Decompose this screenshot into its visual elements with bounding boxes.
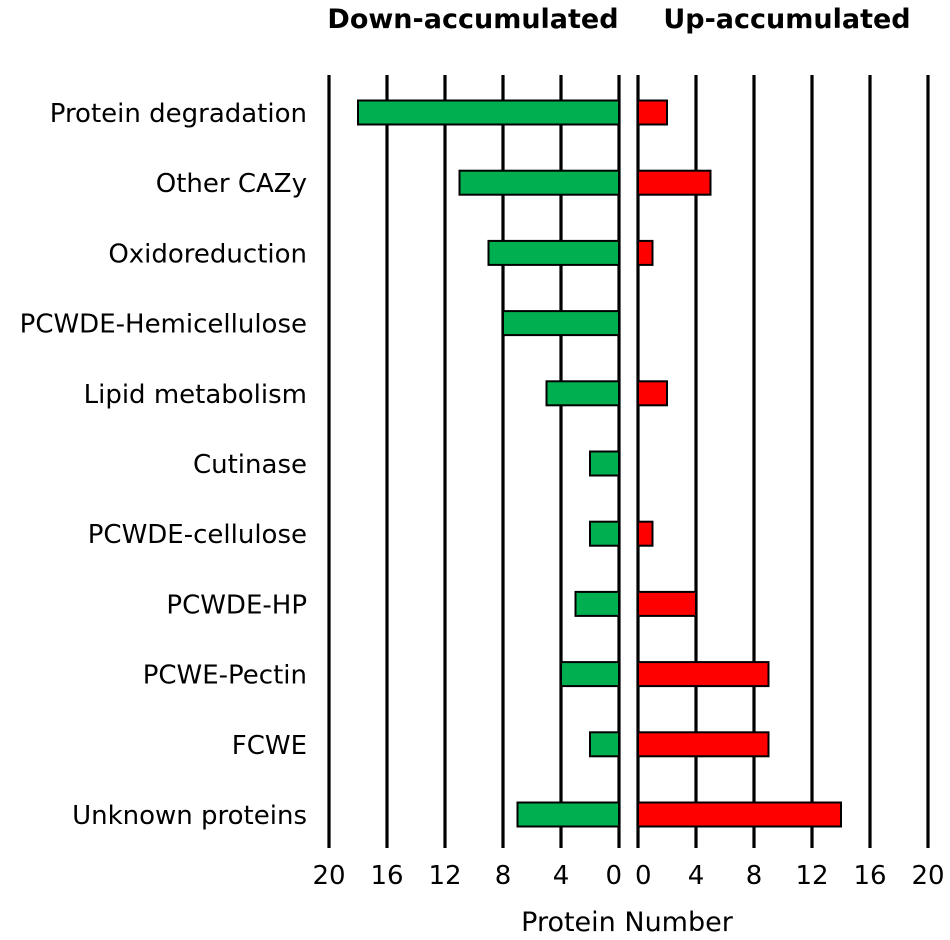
bar-up-fcwe	[637, 731, 770, 758]
bar-down-other-cazy	[458, 169, 620, 196]
category-label-pcwde-hemicellulose: PCWDE-Hemicellulose	[20, 310, 307, 340]
bar-up-pcwe-pectin	[637, 661, 770, 688]
bar-up-lipid-metabolism	[637, 380, 668, 407]
bar-down-pcwde-cellulose	[589, 520, 620, 547]
category-label-fcwe: FCWE	[232, 731, 307, 761]
tick-label-up-8: 8	[746, 861, 763, 891]
category-label-pcwde-cellulose: PCWDE-cellulose	[88, 520, 307, 550]
category-label-pcwde-hp: PCWDE-HP	[166, 590, 307, 620]
category-label-lipid-metabolism: Lipid metabolism	[84, 380, 307, 410]
category-labels: Protein degradation Other CAZy Oxidoreduct…	[20, 99, 307, 831]
bar-down-oxidoreduction	[487, 239, 620, 266]
tick-label-up-16: 16	[853, 861, 886, 891]
bar-up-oxidoreduction	[637, 239, 654, 266]
panel-title-down: Down-accumulated	[327, 4, 618, 35]
bar-down-unknown-proteins	[516, 801, 620, 828]
category-label-oxidoreduction: Oxidoreduction	[108, 239, 307, 269]
tick-label-down-4: 4	[553, 861, 570, 891]
bar-down-pcwde-hemicellulose	[502, 310, 620, 337]
tick-label-down-0: 0	[605, 861, 622, 891]
panel-title-up: Up-accumulated	[663, 4, 910, 35]
tick-label-up-20: 20	[911, 861, 944, 891]
bar-down-cutinase	[589, 450, 620, 477]
category-label-other-cazy: Other CAZy	[156, 169, 307, 199]
tick-label-up-4: 4	[688, 861, 705, 891]
bar-up-pcwde-hp	[637, 590, 697, 617]
gridlines	[327, 75, 930, 848]
tick-labels: 0 0 4 4 8 8 12 12 16 16 20 20	[312, 861, 944, 891]
tick-label-up-12: 12	[795, 861, 828, 891]
bar-down-pcwe-pectin	[560, 661, 620, 688]
tick-label-down-16: 16	[370, 861, 403, 891]
bar-down-pcwde-hp	[574, 590, 620, 617]
category-label-pcwe-pectin: PCWE-Pectin	[143, 661, 307, 691]
bar-up-protein-degradation	[637, 99, 668, 126]
x-axis-label: Protein Number	[521, 907, 734, 938]
category-label-cutinase: Cutinase	[193, 450, 307, 480]
category-label-protein-degradation: Protein degradation	[50, 99, 307, 129]
bar-down-lipid-metabolism	[545, 380, 620, 407]
bar-down-protein-degradation	[357, 99, 620, 126]
tick-label-down-12: 12	[428, 861, 461, 891]
bar-up-other-cazy	[637, 169, 712, 196]
bar-down-fcwe	[589, 731, 620, 758]
category-label-unknown-proteins: Unknown proteins	[72, 801, 307, 831]
tick-label-up-0: 0	[635, 861, 652, 891]
bar-up-pcwde-cellulose	[637, 520, 654, 547]
tick-label-down-20: 20	[312, 861, 345, 891]
bars	[357, 99, 842, 828]
tick-label-down-8: 8	[495, 861, 512, 891]
bar-up-unknown-proteins	[637, 801, 842, 828]
